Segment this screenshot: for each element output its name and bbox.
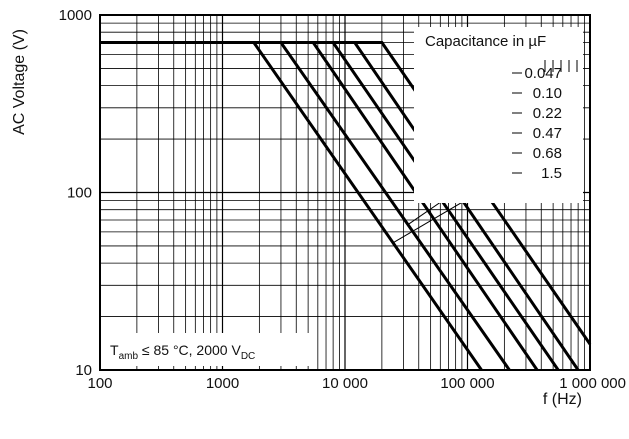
series-lines [100,41,592,371]
y-axis-label: AC Voltage (V) [11,29,28,135]
y-tick-label: 10 [75,362,92,379]
legend-label-0_10: 0.10 [533,85,562,102]
y-tick-labels: 10 100 1000 [59,7,92,379]
legend-label-0_47: 0.47 [533,125,562,142]
x-tick-label: 100 [87,375,112,392]
x-axis-label: f (Hz) [543,391,582,408]
legend-label-0_68: 0.68 [533,145,562,162]
v-subscript: DC [241,351,255,362]
x-tick-label: 10 000 [322,375,368,392]
condition-text: ≤ 85 °C, 2000 V [138,342,241,358]
legend-label-1_5: 1.5 [541,165,562,182]
y-tick-label: 1000 [59,7,92,24]
plot-frame [99,14,591,371]
legend-labels: 0.047 0.10 0.22 0.47 0.68 1.5 [512,65,562,182]
condition-box [103,333,311,366]
legend-box [414,27,583,203]
x-tick-label: 1 000 000 [559,375,626,392]
legend-label-0_22: 0.22 [533,105,562,122]
y-tick-label: 100 [67,185,92,202]
t-subscript: amb [119,351,139,362]
legend-title: Capacitance in µF [425,33,546,50]
series-line-1_5 [100,41,483,371]
legend-ruler [544,60,578,72]
x-tick-label: 100 000 [440,375,494,392]
condition-annotation: Tamb ≤ 85 °C, 2000 VDC [110,342,255,362]
t-main: T [110,342,119,358]
x-tick-label: 1000 [206,375,239,392]
legend-label-0_047: 0.047 [524,65,562,82]
x-tick-labels: 100 1000 10 000 100 000 1 000 000 [87,375,626,392]
